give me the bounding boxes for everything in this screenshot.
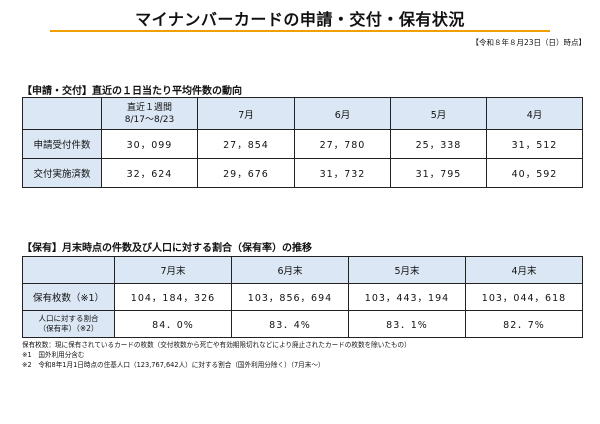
cell-value: 27，780 (294, 129, 391, 159)
cell-value: 31，512 (486, 129, 583, 159)
cell-value: 31，795 (390, 158, 487, 188)
row-label-issuances: 交付実施済数 (22, 158, 102, 188)
table-row: 申請受付件数 30，099 27，854 27，780 25，338 31，51… (22, 129, 583, 159)
cell-value: 103，856，694 (231, 283, 349, 311)
table-row: 保有枚数（※1） 104，184，326 103，856，694 103，443… (22, 283, 583, 311)
header-recent-week-range: 8/17〜8/23 (124, 114, 175, 125)
cell-value: 27，854 (197, 129, 295, 159)
cell-value: 40，592 (486, 158, 583, 188)
as-of-date: 【令和８年８月23日（日）時点】 (471, 38, 586, 47)
title-divider (50, 30, 550, 32)
table-header-row: 7月末 6月末 5月末 4月末 (22, 256, 583, 284)
table-row: 交付実施済数 32，624 29，676 31，732 31，795 40，59… (22, 158, 583, 188)
cell-value: 32，624 (101, 158, 198, 188)
cell-value: 83．4% (231, 310, 349, 338)
cell-value: 83．1% (348, 310, 466, 338)
footnotes: 保有枚数：現に保有されているカードの枚数（交付枚数から死亡や有効期限切れなどによ… (22, 340, 411, 370)
page-title: マイナンバーカードの申請・交付・保有状況 (135, 10, 465, 29)
header-recent-week-label: 直近１週間 (126, 102, 172, 113)
holding-rate-label-line2: （保有率）（※2） (38, 324, 99, 333)
header-april: 4月 (486, 97, 583, 130)
footnote-definition: 保有枚数：現に保有されているカードの枚数（交付枚数から死亡や有効期限切れなどによ… (22, 341, 411, 349)
cell-value: 25，338 (390, 129, 487, 159)
section-title-application-issuance: 【申請・交付】直近の１日当たり平均件数の動向 (22, 86, 242, 97)
table-row: 人口に対する割合 （保有率）（※2） 84．0% 83．4% 83．1% 82．… (22, 310, 583, 338)
cell-value: 84．0% (114, 310, 232, 338)
cell-value: 31，732 (294, 158, 391, 188)
header-july: 7月 (197, 97, 295, 130)
header-corner (22, 97, 102, 130)
holding-rate-label-line1: 人口に対する割合 (38, 314, 99, 323)
header-corner (22, 256, 115, 284)
row-label-cards-held: 保有枚数（※1） (22, 283, 115, 311)
footnote-2: ※2 令和8年1月1日時点の住基人口（123,767,642人）に対する割合（国… (22, 361, 325, 369)
daily-average-table: 直近１週間 8/17〜8/23 7月 6月 5月 4月 申請受付件数 30，09… (22, 97, 583, 188)
header-end-april: 4月末 (465, 256, 583, 284)
header-june: 6月 (294, 97, 391, 130)
cell-value: 103，443，194 (348, 283, 466, 311)
cell-value: 82．7% (465, 310, 583, 338)
cell-value: 104，184，326 (114, 283, 232, 311)
row-label-holding-rate: 人口に対する割合 （保有率）（※2） (22, 310, 115, 338)
section-title-holdings: 【保有】月末時点の件数及び人口に対する割合（保有率）の推移 (22, 243, 312, 254)
header-end-june: 6月末 (231, 256, 349, 284)
holdings-table: 7月末 6月末 5月末 4月末 保有枚数（※1） 104，184，326 103… (22, 256, 583, 338)
row-label-applications: 申請受付件数 (22, 129, 102, 159)
header-may: 5月 (390, 97, 487, 130)
header-recent-week: 直近１週間 8/17〜8/23 (101, 97, 198, 130)
header-end-may: 5月末 (348, 256, 466, 284)
footnote-1: ※1 国外利用分含む (22, 351, 85, 359)
header-end-july: 7月末 (114, 256, 232, 284)
table-header-row: 直近１週間 8/17〜8/23 7月 6月 5月 4月 (22, 97, 583, 130)
cell-value: 103，044，618 (465, 283, 583, 311)
cell-value: 29，676 (197, 158, 295, 188)
cell-value: 30，099 (101, 129, 198, 159)
